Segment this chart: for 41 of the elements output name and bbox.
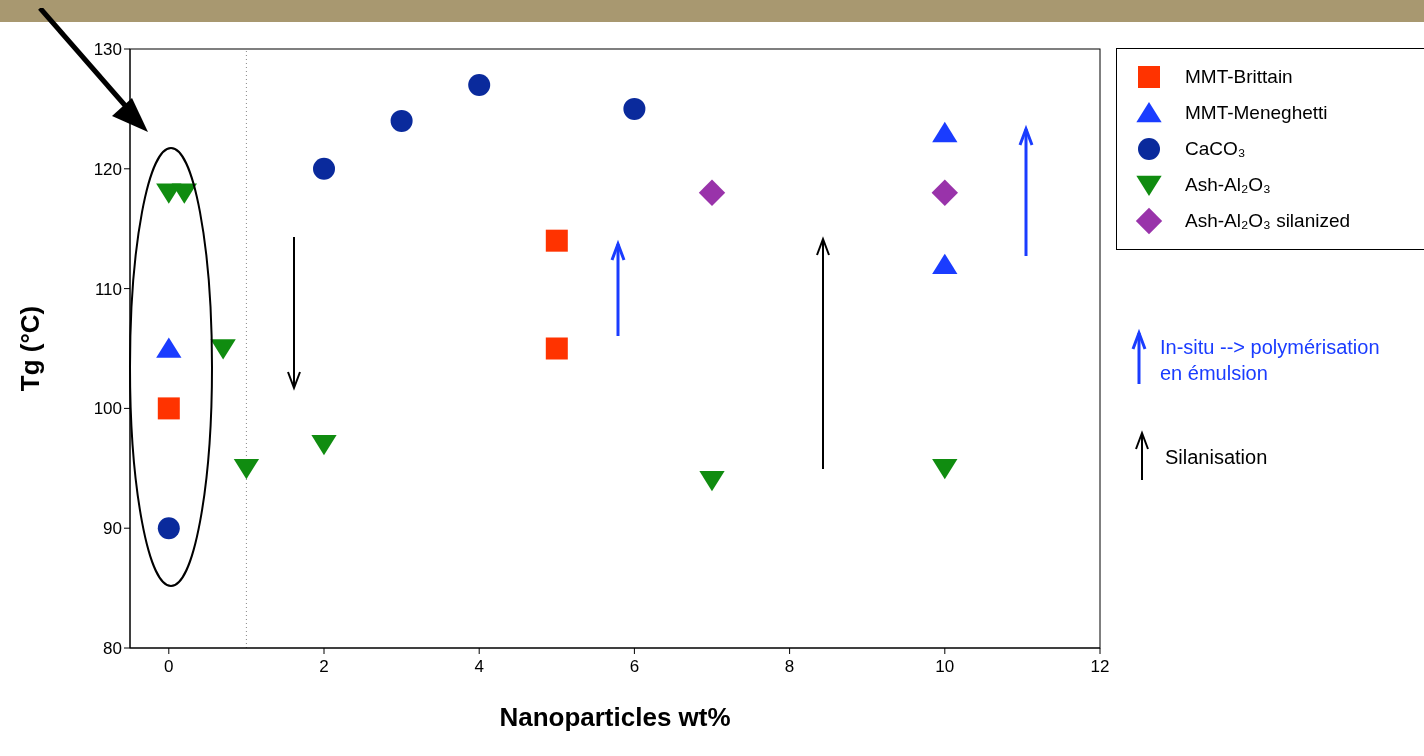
legend-label: MMT-Brittain bbox=[1185, 66, 1293, 88]
x-tick-label: 0 bbox=[164, 657, 174, 677]
point bbox=[210, 339, 236, 360]
y-tick-label: 90 bbox=[103, 519, 122, 539]
x-tick-label: 8 bbox=[784, 657, 795, 677]
y-tick-label: 120 bbox=[93, 159, 122, 179]
point bbox=[932, 121, 958, 143]
x-tick-label: 12 bbox=[1090, 657, 1110, 677]
point bbox=[931, 179, 958, 206]
point bbox=[932, 458, 958, 480]
text: In-situ --> polymérisation en émulsion bbox=[1160, 335, 1381, 386]
point bbox=[157, 397, 180, 420]
x-axis-title: Nanoparticles wt% bbox=[499, 702, 731, 732]
point bbox=[390, 109, 413, 132]
point bbox=[233, 458, 260, 480]
text: Silanisation bbox=[1165, 446, 1268, 469]
y-tick-label: 130 bbox=[93, 40, 122, 60]
y-tick-label: 80 bbox=[103, 639, 122, 659]
y-tick-label: 110 bbox=[94, 279, 122, 299]
x-tick-label: 10 bbox=[935, 657, 955, 677]
point bbox=[157, 517, 180, 540]
legend-label: Ash-Al₂O₃ silanized bbox=[1185, 210, 1351, 232]
y-tick-label: 100 bbox=[93, 399, 122, 419]
point bbox=[311, 434, 337, 456]
point bbox=[545, 229, 568, 252]
point bbox=[698, 179, 726, 206]
point bbox=[171, 183, 197, 204]
point bbox=[932, 253, 958, 274]
x-tick-label: 6 bbox=[629, 657, 640, 677]
legend-label: CaCO₃ bbox=[1185, 138, 1246, 160]
x-tick-label: 2 bbox=[319, 657, 329, 677]
point bbox=[545, 337, 568, 360]
point bbox=[699, 470, 725, 492]
legend-label: MMT-Meneghetti bbox=[1185, 102, 1328, 124]
legend-label: Ash-Al₂O₃ bbox=[1185, 174, 1271, 196]
point bbox=[468, 73, 491, 96]
x-tick-label: 4 bbox=[474, 657, 484, 677]
point bbox=[156, 337, 182, 358]
y-axis-title: Tg (°C) bbox=[15, 305, 46, 392]
point bbox=[623, 97, 646, 120]
point bbox=[313, 157, 335, 180]
